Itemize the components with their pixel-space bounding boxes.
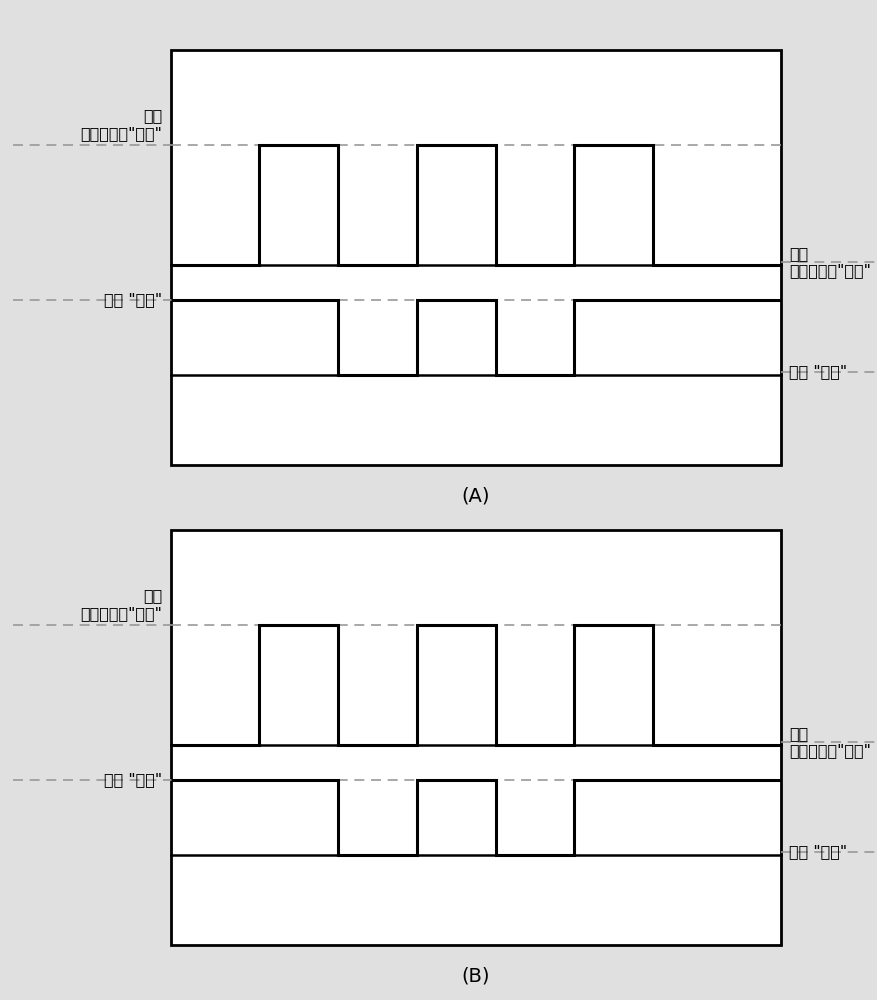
- Bar: [171, 530, 781, 945]
- Text: 温热 "开启": 温热 "开启": [104, 772, 162, 788]
- Text: 温热 "关闭": 温热 "关闭": [789, 364, 847, 379]
- Text: (B): (B): [461, 966, 490, 985]
- Text: 低频
（超声波）"关闭": 低频 （超声波）"关闭": [789, 246, 871, 278]
- Bar: [171, 50, 781, 465]
- Text: 温热 "关闭": 温热 "关闭": [789, 844, 847, 859]
- Text: 低频
（超声波）"开启": 低频 （超声波）"开启": [81, 589, 162, 621]
- Text: (A): (A): [461, 486, 490, 505]
- Text: 低频
（超声波）"开启": 低频 （超声波）"开启": [81, 109, 162, 141]
- Text: 温热 "开启": 温热 "开启": [104, 292, 162, 308]
- Text: 低频
（超声波）"关闭": 低频 （超声波）"关闭": [789, 726, 871, 758]
